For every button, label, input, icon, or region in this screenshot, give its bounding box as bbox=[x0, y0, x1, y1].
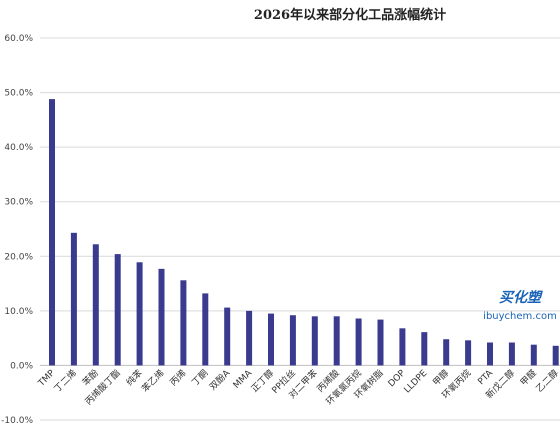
y-tick-label: 20.0% bbox=[4, 252, 33, 262]
bar bbox=[311, 316, 318, 366]
bar bbox=[289, 315, 296, 366]
bar bbox=[49, 99, 55, 366]
bar bbox=[443, 339, 450, 366]
y-tick-label: 60.0% bbox=[4, 34, 33, 44]
bar bbox=[246, 310, 253, 366]
bar bbox=[202, 293, 209, 366]
bar bbox=[92, 244, 99, 366]
bar bbox=[136, 262, 143, 366]
y-axis-ticks: 60.0% 50.0% 40.0% 30.0% 20.0% 10.0% 0.0% -10.0% bbox=[1, 34, 33, 426]
bar bbox=[224, 307, 231, 366]
y-tick-label: -10.0% bbox=[1, 416, 33, 426]
bar bbox=[158, 268, 165, 366]
bar bbox=[530, 344, 537, 366]
bar bbox=[333, 316, 340, 366]
x-tick-label: LLDPE bbox=[402, 368, 429, 395]
x-tick-label: 苯乙烯 bbox=[139, 367, 167, 395]
bar bbox=[114, 254, 121, 366]
bar bbox=[355, 318, 362, 366]
bars bbox=[49, 99, 559, 366]
x-tick-label: 丙烯 bbox=[167, 367, 188, 388]
y-tick-label: 10.0% bbox=[4, 307, 33, 317]
bar bbox=[465, 340, 472, 366]
y-tick-label: 50.0% bbox=[4, 89, 33, 99]
bar bbox=[421, 332, 428, 366]
bar bbox=[180, 280, 187, 366]
watermark-brand-cn: 买化塑 bbox=[499, 289, 543, 306]
watermark: 买化塑 ibuychem.com bbox=[483, 289, 557, 322]
x-tick-label: 双酚A bbox=[207, 367, 232, 392]
y-tick-label: 40.0% bbox=[4, 143, 33, 153]
x-tick-label: 乙二醇 bbox=[533, 367, 560, 395]
y-tick-label: 0.0% bbox=[10, 361, 33, 371]
x-tick-label: 丁二烯 bbox=[51, 367, 79, 395]
y-tick-label: 30.0% bbox=[4, 198, 33, 208]
bar bbox=[508, 342, 515, 366]
watermark-brand-en: ibuychem.com bbox=[483, 311, 557, 322]
bar bbox=[399, 328, 406, 366]
bar bbox=[552, 345, 559, 366]
bar bbox=[487, 342, 493, 366]
gridlines bbox=[40, 37, 560, 421]
chart-title: 2026年以来部分化工品涨幅统计 bbox=[254, 7, 446, 23]
bar bbox=[268, 313, 274, 366]
bar bbox=[70, 232, 77, 366]
bar bbox=[377, 319, 384, 366]
